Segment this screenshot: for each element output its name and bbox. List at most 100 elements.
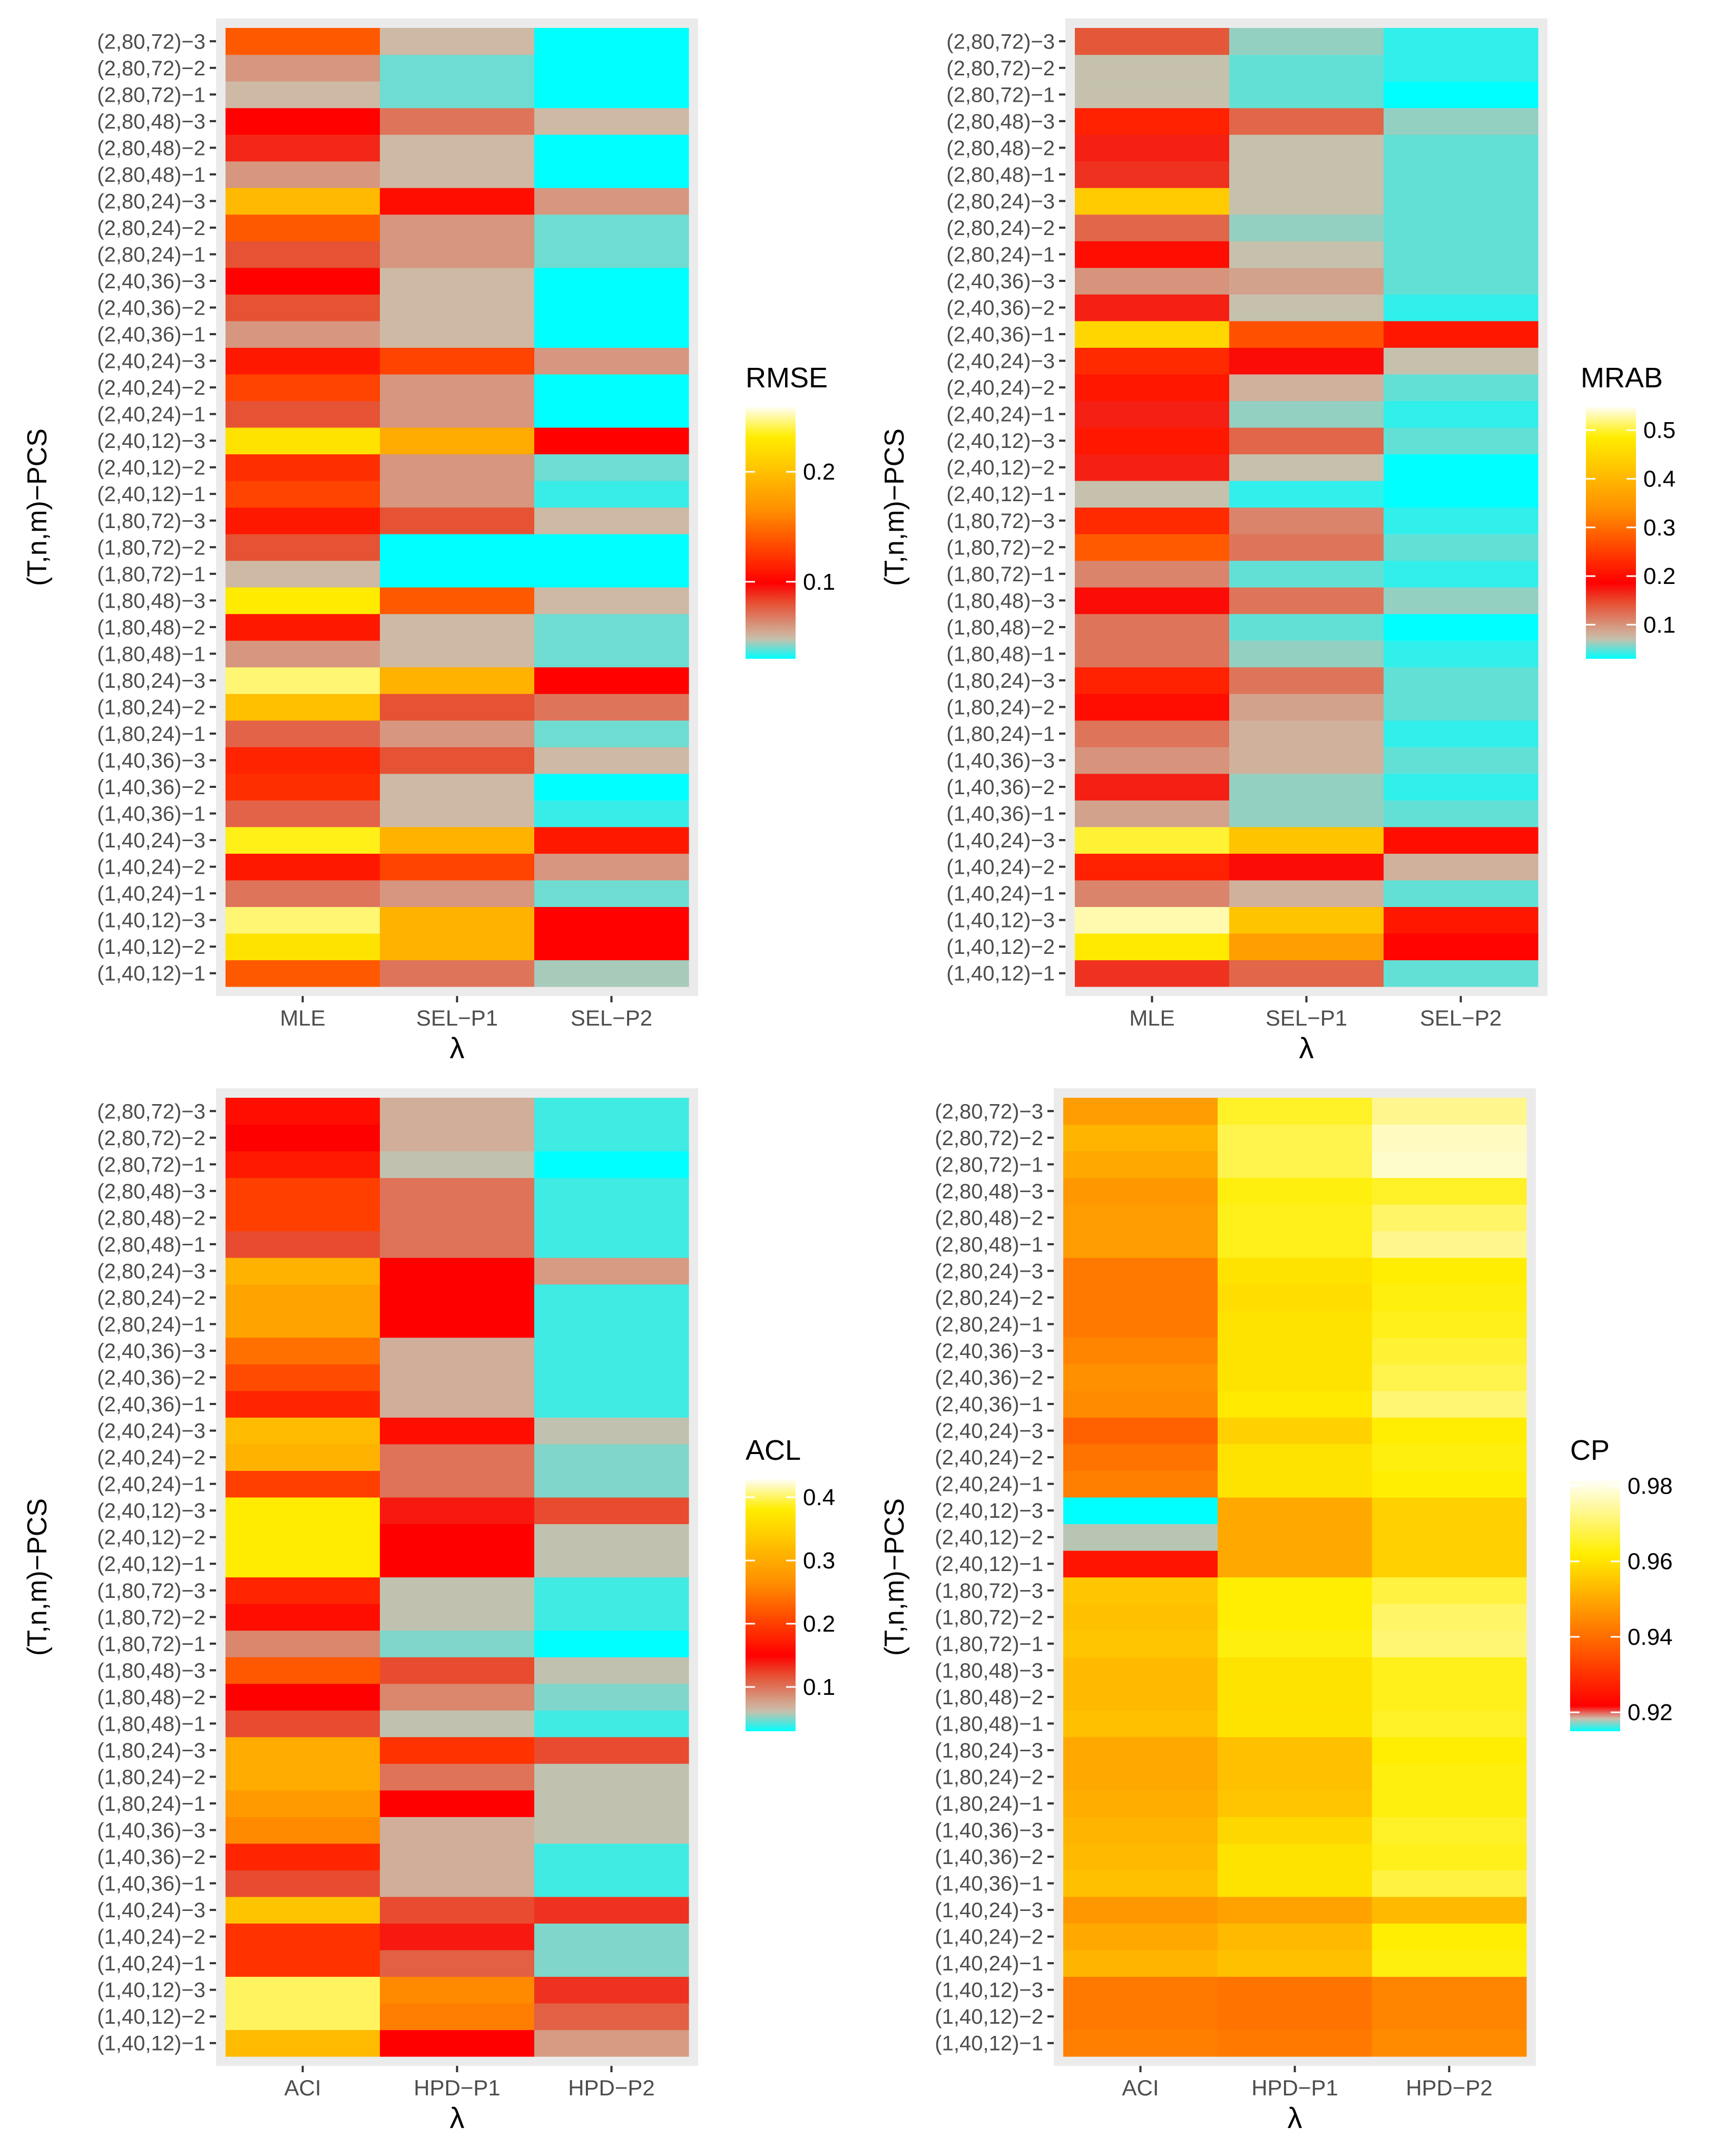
y-tick-label: (1,80,72)−1 bbox=[946, 563, 1055, 586]
y-tick-label: (1,80,72)−1 bbox=[97, 563, 205, 586]
heatmap-cell bbox=[1384, 81, 1538, 109]
heatmap-cell bbox=[226, 1870, 380, 1897]
heatmap-cell bbox=[534, 933, 689, 961]
heatmap-cell bbox=[380, 54, 535, 82]
y-tick-label: (1,40,12)−3 bbox=[97, 909, 205, 932]
y-tick-label: (2,80,72)−2 bbox=[935, 1127, 1043, 1150]
heatmap-cell bbox=[226, 1231, 380, 1258]
heatmap-cell bbox=[1075, 613, 1230, 641]
y-tick-label: (1,80,72)−1 bbox=[97, 1633, 205, 1656]
x-tick-label: ACI bbox=[284, 2075, 321, 2100]
heatmap-cell bbox=[226, 1896, 380, 1924]
y-tick-label: (1,80,24)−2 bbox=[97, 1765, 205, 1789]
heatmap-cell bbox=[1372, 1870, 1527, 1897]
heatmap-cell bbox=[1229, 28, 1384, 55]
heatmap-cell bbox=[226, 320, 380, 348]
heatmap-cell bbox=[534, 480, 689, 508]
y-tick-label: (2,40,36)−2 bbox=[97, 1367, 205, 1390]
heatmap-cell bbox=[1229, 347, 1384, 375]
heatmap-cell bbox=[1372, 1949, 1527, 1977]
y-tick-label: (2,80,72)−3 bbox=[97, 1100, 205, 1123]
y-tick-label: (2,40,24)−2 bbox=[97, 1446, 205, 1469]
heatmap-cell bbox=[1384, 214, 1538, 241]
heatmap-cell bbox=[380, 2003, 535, 2031]
heatmap-cell bbox=[1063, 1683, 1218, 1711]
heatmap-cell bbox=[1229, 401, 1384, 428]
heatmap-cell bbox=[1372, 1604, 1527, 1631]
heatmap-cell bbox=[1372, 2030, 1527, 2057]
heatmap-cell bbox=[1384, 28, 1538, 55]
heatmap-cell bbox=[380, 1151, 535, 1178]
heatmap-cell bbox=[534, 401, 689, 428]
heatmap-cell bbox=[1075, 640, 1230, 668]
legend-title: ACL bbox=[746, 1435, 801, 1466]
color-legend: RMSE 0.1 0.2 bbox=[746, 362, 835, 659]
y-tick-label: (1,40,12)−3 bbox=[935, 1979, 1043, 2002]
y-tick-label: (2,80,24)−3 bbox=[97, 190, 205, 213]
y-tick-label: (1,40,36)−1 bbox=[97, 1872, 205, 1896]
heatmap-cell bbox=[1063, 1390, 1218, 1418]
heatmap-cell bbox=[534, 320, 689, 348]
heatmap-cell bbox=[380, 960, 535, 987]
y-tick-label: (2,40,36)−1 bbox=[946, 323, 1055, 346]
heatmap-cell bbox=[380, 587, 535, 614]
heatmap-cell bbox=[380, 826, 535, 854]
heatmap-cell bbox=[1075, 347, 1230, 375]
y-tick-label: (1,40,24)−1 bbox=[97, 882, 205, 905]
y-tick-label: (1,80,72)−2 bbox=[97, 536, 205, 559]
y-tick-label: (2,80,72)−2 bbox=[97, 1127, 205, 1150]
heatmap-cell bbox=[1218, 1417, 1373, 1445]
heatmap-cell bbox=[1384, 747, 1538, 774]
y-tick-label: (2,80,24)−3 bbox=[946, 190, 1055, 213]
heatmap-cell bbox=[1218, 1577, 1373, 1604]
heatmap-cell bbox=[534, 1151, 689, 1178]
heatmap-cell bbox=[534, 1098, 689, 1125]
heatmap-cell bbox=[226, 374, 380, 401]
heatmap-cell bbox=[226, 1497, 380, 1525]
heatmap-cell bbox=[534, 1257, 689, 1285]
heatmap-cell bbox=[534, 1497, 689, 1525]
heatmap-cell bbox=[1229, 534, 1384, 561]
heatmap-cell bbox=[226, 1736, 380, 1764]
heatmap-cell bbox=[380, 1949, 535, 1977]
heatmap-cell bbox=[226, 54, 380, 82]
heatmap-cell bbox=[380, 108, 535, 135]
heatmap-cell bbox=[1372, 1550, 1527, 1578]
y-tick-label: (1,80,48)−1 bbox=[935, 1712, 1043, 1735]
heatmap-cell bbox=[1229, 54, 1384, 82]
heatmap-cell bbox=[1229, 480, 1384, 508]
heatmap-cell bbox=[226, 1124, 380, 1152]
heatmap-cell bbox=[1372, 1204, 1527, 1232]
heatmap-cell bbox=[1229, 613, 1384, 641]
heatmap-cell bbox=[380, 1843, 535, 1870]
y-tick-label: (1,80,24)−1 bbox=[935, 1792, 1043, 1816]
heatmap-cell bbox=[534, 1710, 689, 1738]
heatmap-cell bbox=[534, 134, 689, 162]
heatmap-cell bbox=[1063, 1550, 1218, 1578]
heatmap-cell bbox=[534, 161, 689, 188]
heatmap-cell bbox=[226, 294, 380, 321]
y-tick-label: (1,40,36)−1 bbox=[946, 803, 1055, 826]
heatmap-cell bbox=[226, 1949, 380, 1977]
heatmap-cell bbox=[1372, 1923, 1527, 1950]
heatmap-cell bbox=[534, 374, 689, 401]
heatmap-cell bbox=[380, 1870, 535, 1897]
y-tick-label: (2,40,12)−3 bbox=[97, 1499, 205, 1523]
legend-colorbar bbox=[1586, 406, 1636, 659]
heatmap-cell bbox=[1372, 1683, 1527, 1711]
heatmap-cell bbox=[1218, 1337, 1373, 1364]
heatmap-cell bbox=[380, 161, 535, 188]
heatmap-cell bbox=[534, 1790, 689, 1817]
heatmap-cell bbox=[1372, 1231, 1527, 1258]
heatmap-cell bbox=[534, 880, 689, 908]
y-tick-label: (1,80,24)−1 bbox=[946, 723, 1055, 746]
heatmap-cell bbox=[1218, 1390, 1373, 1418]
y-tick-label: (2,40,36)−2 bbox=[935, 1367, 1043, 1390]
heatmap-cell bbox=[1372, 1098, 1527, 1125]
heatmap-cell bbox=[380, 560, 535, 588]
heatmap-cell bbox=[1218, 1443, 1373, 1471]
heatmap-cell bbox=[1229, 880, 1384, 908]
heatmap-cell bbox=[1075, 906, 1230, 934]
y-tick-label: (1,80,72)−2 bbox=[946, 536, 1055, 559]
